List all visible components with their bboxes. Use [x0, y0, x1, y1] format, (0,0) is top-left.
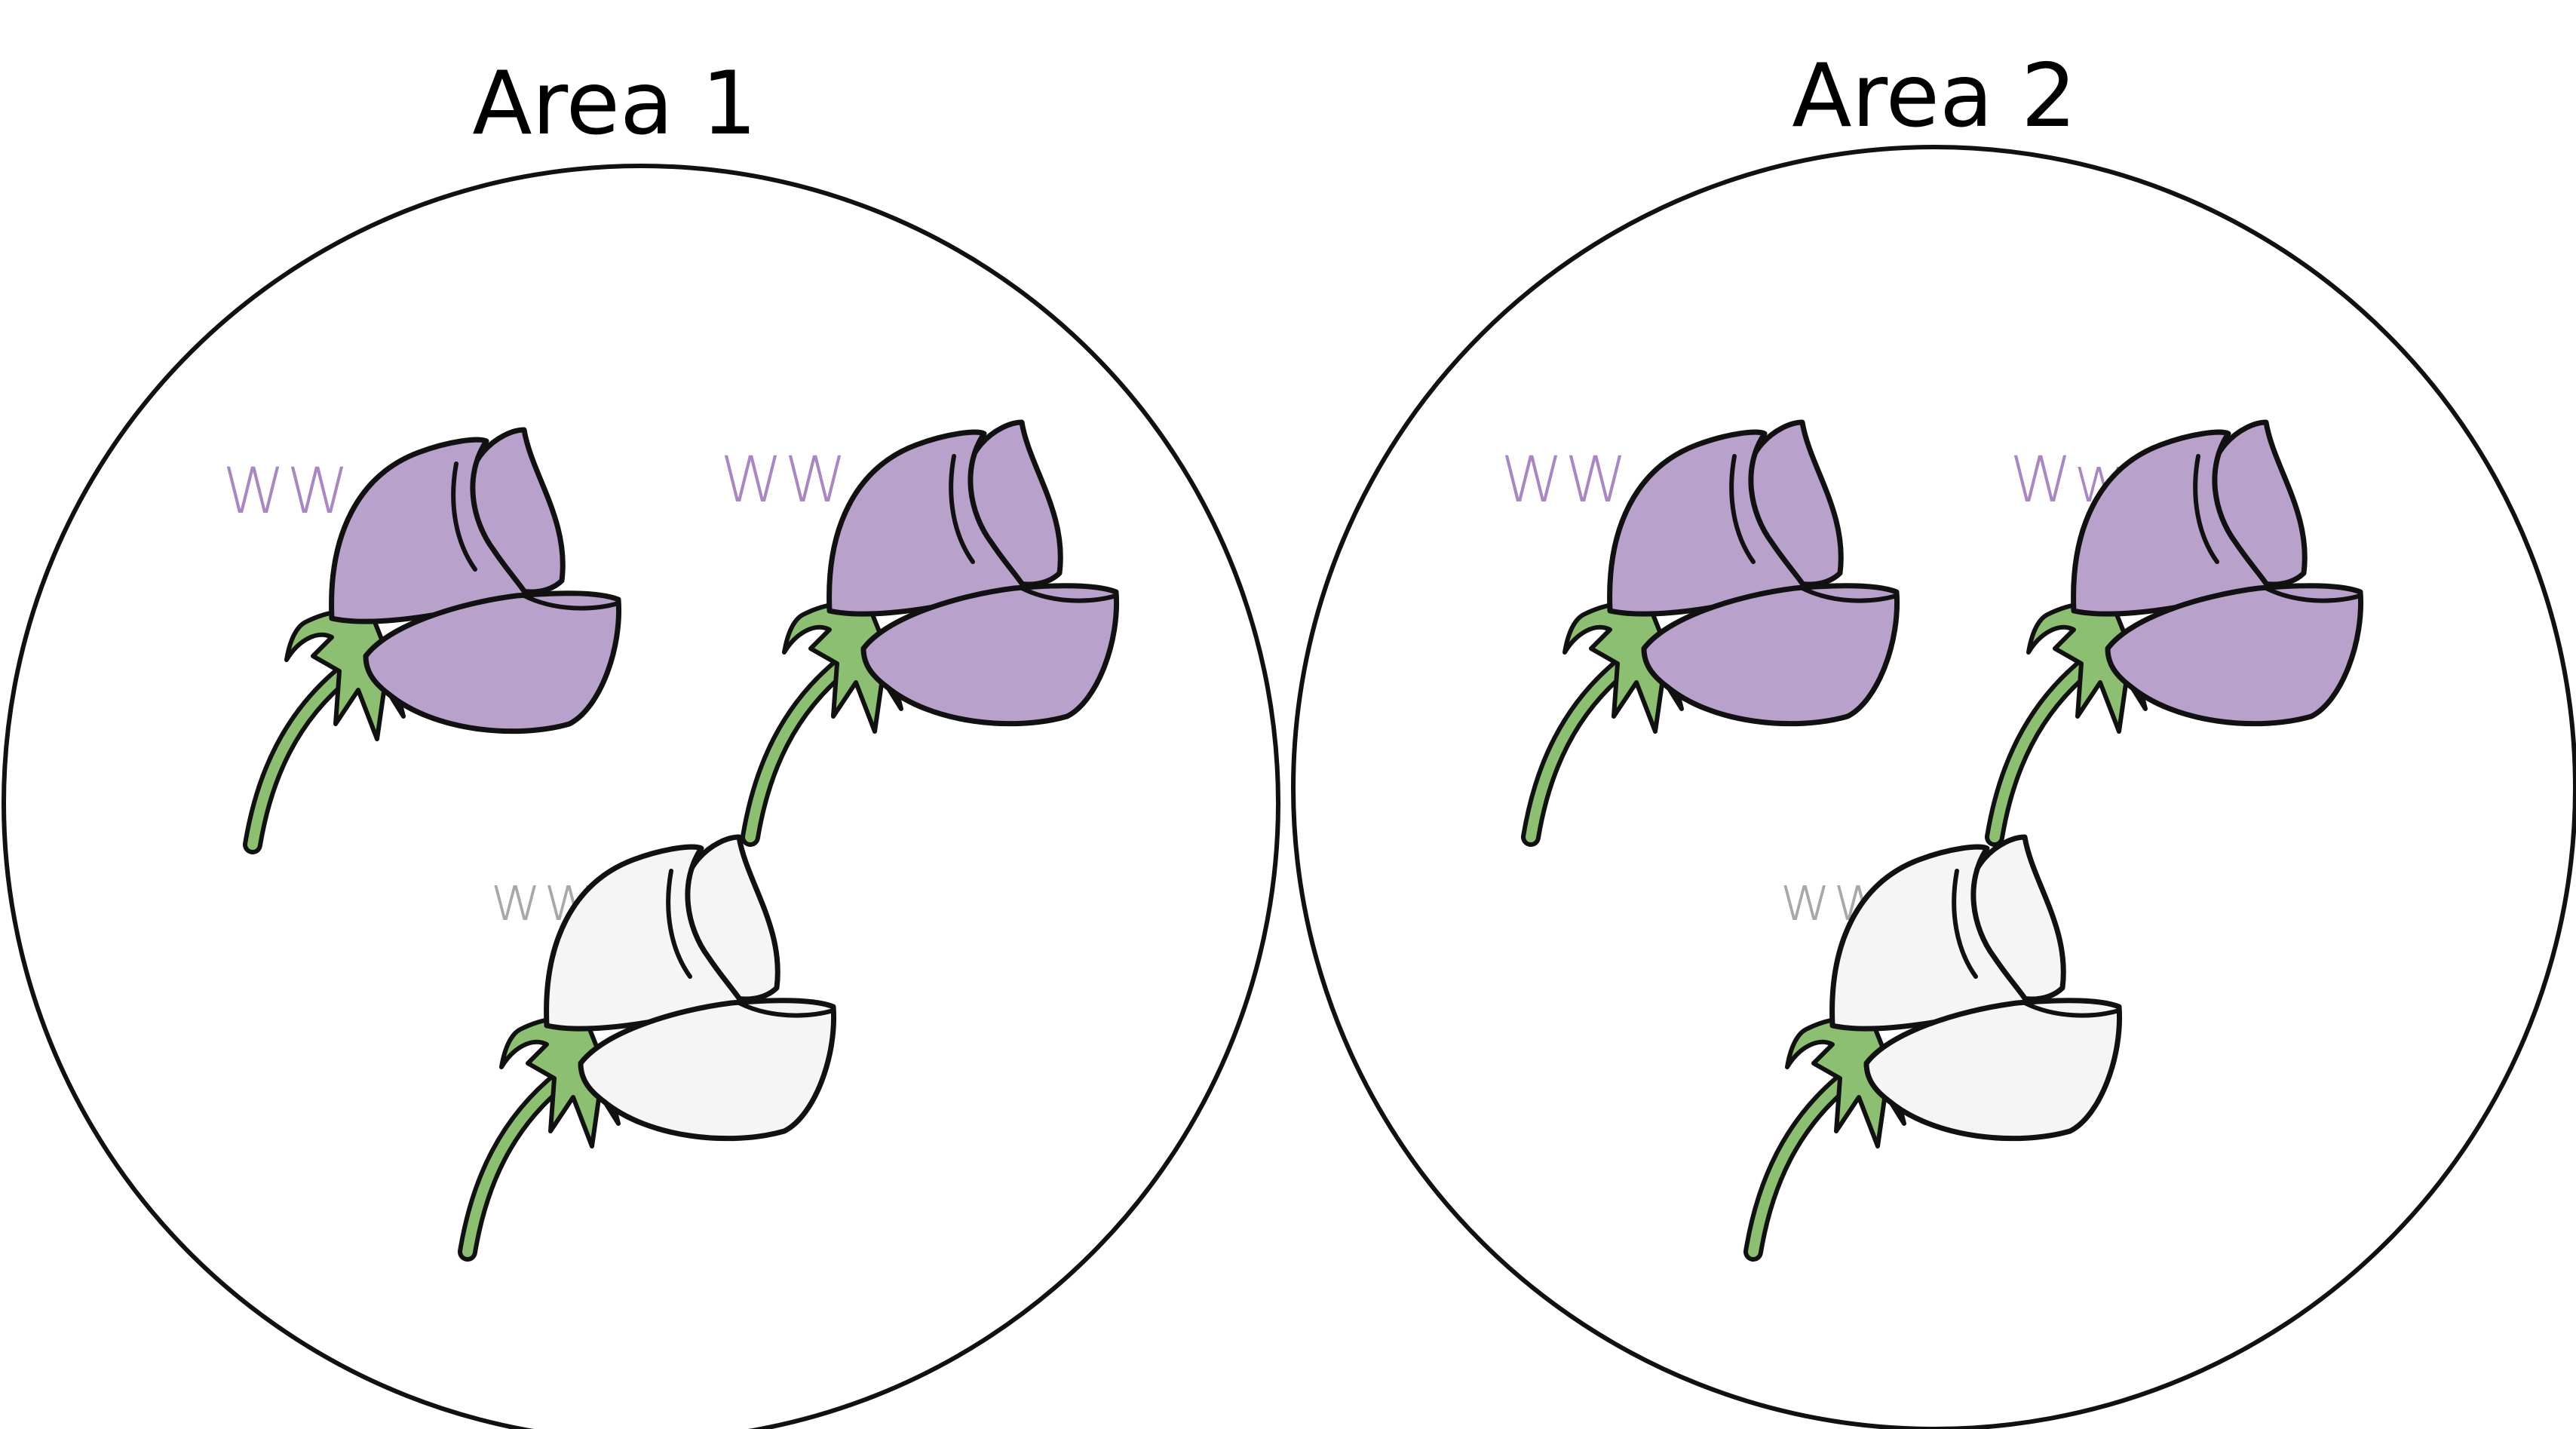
area-2-flower-2: Ww [1995, 422, 2361, 837]
area-1-flower-2: WW [720, 422, 1117, 837]
area-2: Area 2 WW Ww ww [1293, 45, 2575, 1429]
area-1-flower-3: ww [468, 837, 834, 1252]
area-1: Area 1 WW WW ww [4, 53, 1278, 1429]
area-2-title: Area 2 [1792, 45, 2077, 147]
area-2-flower-3: ww [1753, 837, 2120, 1252]
area-1-title: Area 1 [472, 53, 757, 155]
genotype-label: WW [1501, 443, 1629, 517]
area-2-boundary [1293, 147, 2575, 1429]
genotype-label: WW [720, 443, 848, 517]
area-1-boundary [4, 166, 1278, 1429]
genotype-label: WW [222, 454, 351, 528]
area-2-flower-1: WW [1501, 422, 1897, 837]
area-1-flower-1: WW [222, 430, 619, 845]
